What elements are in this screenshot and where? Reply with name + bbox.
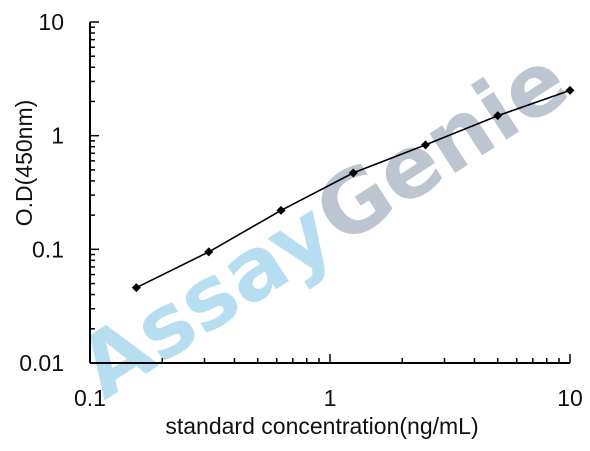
data-point	[348, 168, 358, 178]
data-point	[565, 85, 575, 95]
x-tick-label: 1	[324, 385, 337, 411]
y-axis-title: O.D(450nm)	[11, 100, 37, 227]
x-axis-title: standard concentration(ng/mL)	[165, 413, 478, 439]
data-point	[421, 140, 431, 150]
data-series	[131, 85, 575, 293]
watermark-genie: Genie	[298, 29, 586, 264]
data-point	[493, 111, 503, 121]
y-tick-label: 10	[38, 9, 64, 35]
data-point	[276, 205, 286, 215]
data-point	[131, 283, 141, 293]
y-tick-label: 0.01	[19, 350, 64, 376]
axes	[89, 21, 571, 364]
watermark-assay: Assay	[61, 182, 351, 419]
x-tick-label: 10	[557, 385, 583, 411]
y-tick-label: 1	[51, 123, 64, 149]
y-tick-label: 0.1	[32, 236, 64, 262]
watermark: Assay Genie	[61, 29, 585, 418]
data-point	[204, 247, 214, 257]
axis-ticks	[89, 21, 571, 364]
x-tick-label: 0.1	[74, 385, 106, 411]
